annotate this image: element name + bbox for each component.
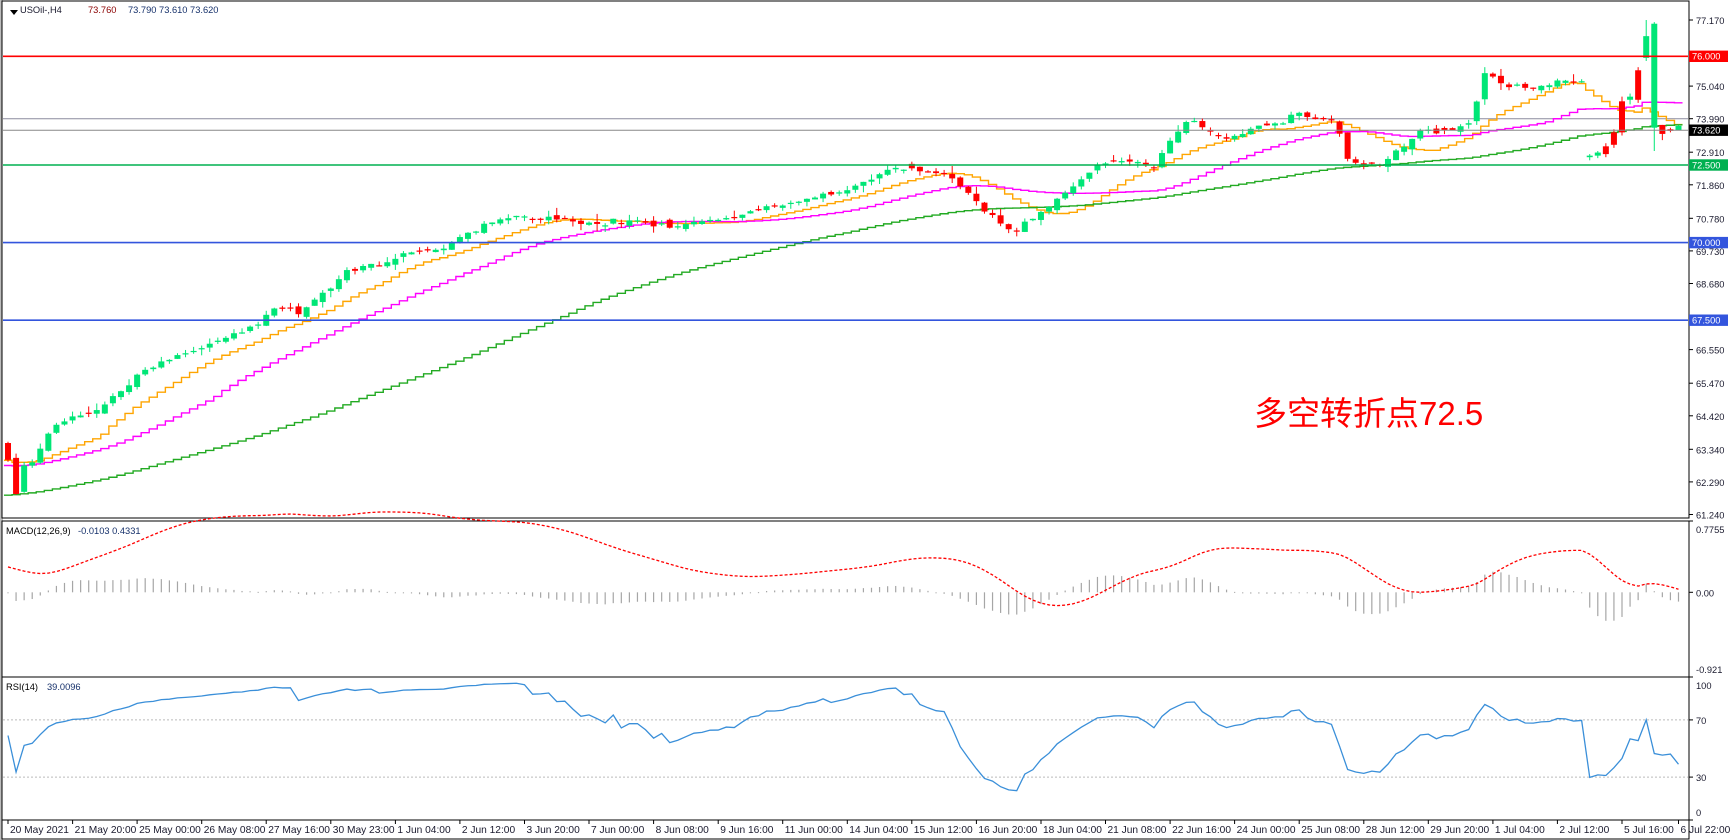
svg-text:62.290: 62.290 xyxy=(1696,478,1724,488)
svg-text:100: 100 xyxy=(1696,681,1712,691)
svg-text:9 Jun 16:00: 9 Jun 16:00 xyxy=(720,825,774,836)
svg-text:RSI(14): RSI(14) xyxy=(6,682,38,692)
svg-text:21 May 20:00: 21 May 20:00 xyxy=(75,825,137,836)
svg-text:63.340: 63.340 xyxy=(1696,445,1724,455)
svg-text:USOil-,H4: USOil-,H4 xyxy=(20,5,62,15)
svg-text:65.470: 65.470 xyxy=(1696,379,1724,389)
svg-text:66.550: 66.550 xyxy=(1696,346,1724,356)
svg-text:25 May 00:00: 25 May 00:00 xyxy=(139,825,201,836)
svg-text:MACD(12,26,9): MACD(12,26,9) xyxy=(6,526,71,536)
svg-text:70.780: 70.780 xyxy=(1696,214,1724,224)
svg-text:18 Jun 04:00: 18 Jun 04:00 xyxy=(1043,825,1102,836)
svg-text:-0.921: -0.921 xyxy=(1696,665,1722,675)
svg-text:3 Jun 20:00: 3 Jun 20:00 xyxy=(527,825,581,836)
svg-text:29 Jun 20:00: 29 Jun 20:00 xyxy=(1430,825,1489,836)
svg-text:68.680: 68.680 xyxy=(1696,280,1724,290)
svg-text:15 Jun 12:00: 15 Jun 12:00 xyxy=(914,825,973,836)
svg-text:27 May 16:00: 27 May 16:00 xyxy=(268,825,330,836)
svg-text:多空转折点72.5: 多空转折点72.5 xyxy=(1254,395,1483,432)
svg-text:72.500: 72.500 xyxy=(1692,160,1720,170)
svg-text:28 Jun 12:00: 28 Jun 12:00 xyxy=(1366,825,1425,836)
svg-text:20 May 2021: 20 May 2021 xyxy=(10,825,69,836)
svg-text:73.790 73.610 73.620: 73.790 73.610 73.620 xyxy=(128,5,218,15)
svg-text:24 Jun 00:00: 24 Jun 00:00 xyxy=(1237,825,1296,836)
svg-text:2 Jun 12:00: 2 Jun 12:00 xyxy=(462,825,516,836)
svg-text:22 Jun 16:00: 22 Jun 16:00 xyxy=(1172,825,1231,836)
svg-text:76.000: 76.000 xyxy=(1692,52,1720,62)
svg-text:16 Jun 20:00: 16 Jun 20:00 xyxy=(978,825,1037,836)
svg-text:1 Jun 04:00: 1 Jun 04:00 xyxy=(397,825,451,836)
svg-text:0.7755: 0.7755 xyxy=(1696,525,1724,535)
svg-text:25 Jun 08:00: 25 Jun 08:00 xyxy=(1301,825,1360,836)
svg-text:67.500: 67.500 xyxy=(1692,316,1720,326)
svg-text:61.240: 61.240 xyxy=(1696,511,1724,521)
svg-text:75.040: 75.040 xyxy=(1696,82,1724,92)
svg-text:0: 0 xyxy=(1696,808,1701,818)
svg-text:0.00: 0.00 xyxy=(1696,588,1714,598)
svg-text:73.620: 73.620 xyxy=(1692,126,1720,136)
svg-text:-0.0103 0.4331: -0.0103 0.4331 xyxy=(78,526,141,536)
svg-text:14 Jun 04:00: 14 Jun 04:00 xyxy=(849,825,908,836)
svg-text:30: 30 xyxy=(1696,773,1706,783)
svg-text:39.0096: 39.0096 xyxy=(47,682,81,692)
svg-text:1 Jul 04:00: 1 Jul 04:00 xyxy=(1495,825,1545,836)
svg-text:6 Jul 22:00: 6 Jul 22:00 xyxy=(1681,825,1731,836)
svg-text:7 Jun 00:00: 7 Jun 00:00 xyxy=(591,825,645,836)
svg-text:71.860: 71.860 xyxy=(1696,181,1724,191)
svg-text:8 Jun 08:00: 8 Jun 08:00 xyxy=(656,825,710,836)
svg-text:69.730: 69.730 xyxy=(1696,247,1724,257)
svg-text:64.420: 64.420 xyxy=(1696,412,1724,422)
svg-text:73.760: 73.760 xyxy=(88,5,116,15)
svg-text:77.170: 77.170 xyxy=(1696,16,1724,26)
svg-text:30 May 23:00: 30 May 23:00 xyxy=(333,825,395,836)
svg-text:73.990: 73.990 xyxy=(1696,115,1724,125)
svg-text:26 May 08:00: 26 May 08:00 xyxy=(204,825,266,836)
svg-text:21 Jun 08:00: 21 Jun 08:00 xyxy=(1108,825,1167,836)
svg-text:2 Jul 12:00: 2 Jul 12:00 xyxy=(1559,825,1609,836)
svg-text:72.910: 72.910 xyxy=(1696,148,1724,158)
svg-text:11 Jun 00:00: 11 Jun 00:00 xyxy=(785,825,843,836)
svg-text:70.000: 70.000 xyxy=(1692,238,1720,248)
svg-text:70: 70 xyxy=(1696,716,1706,726)
svg-text:5 Jul 16:00: 5 Jul 16:00 xyxy=(1624,825,1674,836)
